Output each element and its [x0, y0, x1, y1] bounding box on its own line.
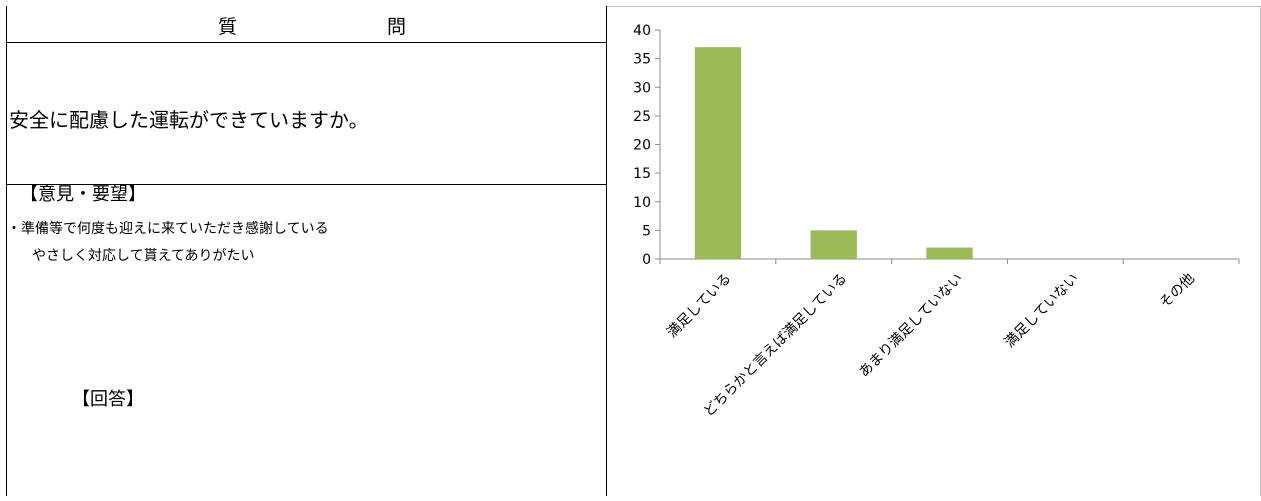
y-tick-label: 0	[642, 252, 651, 268]
header-char-1: 質	[218, 16, 238, 38]
opinion-item: やさしく対応して貰えてありがたい	[32, 248, 255, 264]
y-tick-label: 40	[633, 23, 651, 39]
bar	[694, 47, 742, 259]
question-row: 安全に配慮した運転ができていますか。	[7, 43, 606, 185]
opinion-heading: 【意見・要望】	[20, 184, 146, 205]
y-axis: 0 5 10 15 20 25 30 35 40	[633, 23, 661, 268]
bar	[810, 230, 857, 259]
opinion-item: ・準備等で何度も迎えに来ていただき感謝している	[7, 221, 329, 237]
chart-frame: 0 5 10 15 20 25 30 35 40 満足している どちらかと言えば満足している あまり…	[607, 6, 1261, 496]
survey-table: 質 問 安全に配慮した運転ができていますか。 【意見・要望】 ・準備等で何度も迎…	[6, 6, 607, 496]
x-tick-label: あまり満足していない	[856, 271, 966, 381]
x-tick-label: 満足している	[664, 271, 734, 341]
y-tick-label: 30	[633, 80, 651, 96]
y-tick-label: 20	[633, 138, 651, 154]
x-tick-label: 満足していない	[1002, 271, 1082, 351]
answer-heading: 【回答】	[72, 389, 144, 410]
y-tick-label: 15	[633, 166, 651, 182]
x-tick-label: その他	[1157, 271, 1198, 312]
question-text: 安全に配慮した運転ができていますか。	[9, 108, 369, 132]
x-axis	[659, 258, 1240, 264]
y-tick-label: 35	[633, 52, 651, 68]
y-tick-label: 10	[633, 195, 651, 211]
y-tick-label: 25	[633, 109, 651, 125]
bar	[926, 247, 973, 259]
table-header: 質 問	[7, 6, 606, 43]
y-tick-label: 5	[642, 223, 651, 239]
header-char-2: 問	[387, 16, 407, 38]
bars	[694, 47, 973, 259]
